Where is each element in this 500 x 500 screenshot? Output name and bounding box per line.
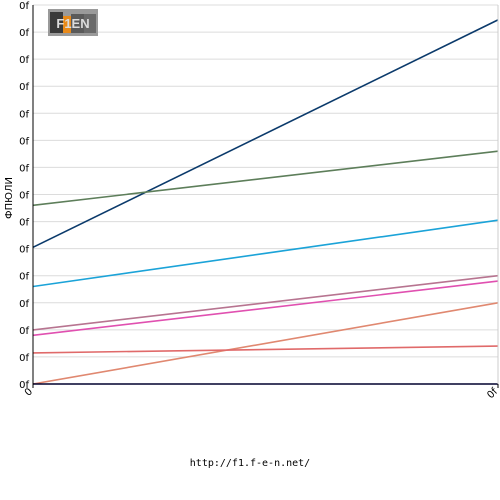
y-tick-label: 0f bbox=[19, 136, 29, 147]
y-tick-label: 0f bbox=[19, 380, 29, 391]
y-tick-label: 0f bbox=[19, 1, 29, 12]
series-line-2 bbox=[32, 150, 499, 207]
axes bbox=[32, 5, 499, 385]
y-tick-label: 0f bbox=[19, 353, 29, 364]
y-tick-label: 0f bbox=[19, 245, 29, 256]
logo-text: F1EN bbox=[56, 16, 89, 31]
y-tick-label: 0f bbox=[19, 326, 29, 337]
series-line-5 bbox=[32, 280, 499, 337]
series-line-3 bbox=[32, 219, 499, 288]
y-tick-label: 0f bbox=[19, 272, 29, 283]
grid-lines bbox=[33, 4, 498, 385]
y-tick-label: 0f bbox=[19, 28, 29, 39]
y-tick-label: 0f bbox=[19, 191, 29, 202]
x-tick-labels: 0 0f bbox=[23, 384, 500, 401]
y-tick-label: 0f bbox=[19, 163, 29, 174]
footer-url[interactable]: http://f1.f-e-n.net/ bbox=[189, 458, 311, 469]
y-axis-label: ФПЮЛИ bbox=[4, 177, 15, 219]
x-tick-label: 0f bbox=[485, 386, 500, 401]
y-tick-label: 0f bbox=[19, 55, 29, 66]
y-tick-label: 0f bbox=[19, 82, 29, 93]
f1en-logo: F1EN bbox=[48, 9, 98, 36]
series-line-4 bbox=[32, 274, 499, 331]
series-line-7 bbox=[32, 345, 499, 354]
series-line-1 bbox=[32, 19, 499, 249]
y-tick-label: 0f bbox=[19, 299, 29, 310]
y-tick-label: 0f bbox=[19, 109, 29, 120]
y-tick-label: 0f bbox=[19, 218, 29, 229]
y-tick-labels: 0f 0f 0f 0f 0f 0f 0f 0f 0f 0f 0f 0f 0f 0f 0f bbox=[19, 1, 29, 391]
x-tick-label: 0 bbox=[23, 386, 35, 398]
series-line-6 bbox=[32, 302, 499, 385]
